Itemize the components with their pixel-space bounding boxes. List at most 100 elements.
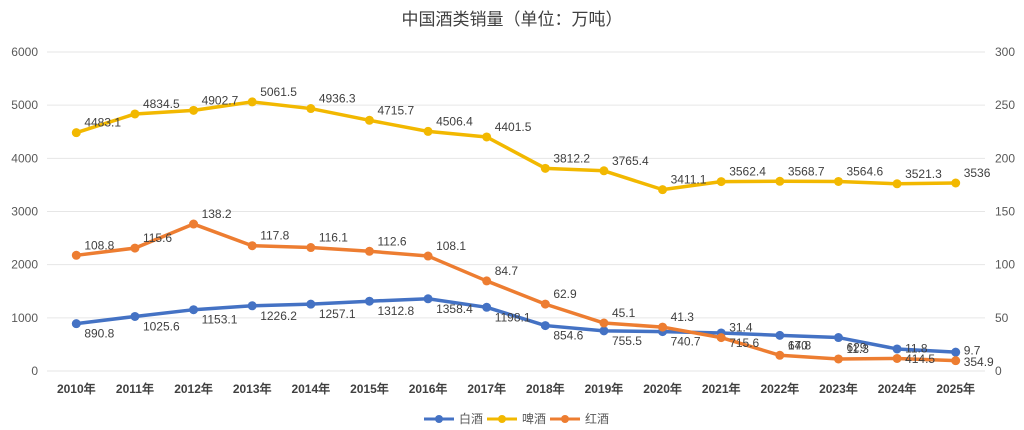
- data-label: 1312.8: [377, 304, 414, 318]
- data-point: [716, 333, 726, 343]
- y-tick-label: 5000: [11, 98, 38, 112]
- data-label: 3562.4: [729, 165, 766, 179]
- data-label: 117.8: [260, 229, 289, 243]
- data-labels: 890.8 1025.6 1153.1 1226.2 1257.1 1312.8 1358.…: [84, 85, 994, 369]
- x-tick-label: 2025年: [936, 381, 975, 396]
- y-tick-label: 6000: [11, 45, 38, 59]
- data-point: [599, 326, 609, 336]
- data-point: [71, 250, 81, 260]
- data-label: 115.6: [143, 231, 172, 245]
- y-tick-label: 3000: [11, 205, 38, 219]
- data-label: 3564.6: [846, 164, 883, 178]
- data-label: 138.2: [202, 207, 232, 221]
- x-tick-label: 2019年: [585, 381, 624, 396]
- x-tick-label: 2023年: [819, 381, 858, 396]
- data-label: 11.3: [846, 342, 869, 356]
- x-tick-label: 2011年: [116, 381, 154, 396]
- data-point: [540, 163, 550, 173]
- data-label: 740.7: [671, 335, 701, 349]
- data-label: 715.6: [729, 336, 759, 350]
- data-label: 1226.2: [260, 309, 297, 323]
- series-baijiu: [71, 294, 961, 357]
- data-point: [892, 344, 902, 354]
- data-label: 4715.7: [377, 103, 414, 117]
- legend-marker-icon: [498, 415, 506, 423]
- data-point: [482, 276, 492, 286]
- y-axis-primary: 0 1000 2000 3000 4000 5000 6000: [11, 45, 38, 378]
- legend-marker-icon: [435, 415, 443, 423]
- data-point: [423, 126, 433, 136]
- data-label: 62.9: [553, 287, 577, 301]
- y-axis-secondary: 0 50 100 150 200 250 300: [995, 45, 1015, 378]
- y2-tick-label: 200: [995, 151, 1015, 165]
- data-point: [306, 243, 316, 253]
- legend-item: 红酒: [550, 411, 609, 426]
- data-point: [951, 356, 961, 366]
- y-tick-label: 1000: [11, 311, 38, 325]
- gridlines: [47, 51, 985, 372]
- data-point: [540, 321, 550, 331]
- series-layer: [71, 97, 961, 366]
- y2-tick-label: 150: [995, 205, 1015, 219]
- x-axis: 2010年 2011年 2012年 2013年 2014年 2015年 2016年 2017年…: [57, 381, 975, 396]
- data-point: [423, 251, 433, 261]
- data-label: 14.8: [788, 338, 812, 352]
- data-label: 1025.6: [143, 319, 180, 333]
- x-tick-label: 2013年: [233, 381, 272, 396]
- data-point: [540, 299, 550, 309]
- data-label: 108.1: [436, 239, 466, 253]
- data-label: 1257.1: [319, 307, 356, 321]
- data-point: [833, 176, 843, 186]
- legend-item: 白酒: [424, 411, 483, 426]
- chart-title: 中国酒类销量（单位：万吨）: [402, 10, 623, 30]
- data-point: [130, 311, 140, 321]
- data-label: 3411.1: [671, 173, 707, 187]
- data-point: [658, 322, 668, 332]
- data-label: 11.8: [905, 341, 928, 355]
- data-label: 5061.5: [260, 85, 297, 99]
- data-point: [775, 176, 785, 186]
- data-label: 354.9: [964, 355, 994, 369]
- data-point: [306, 104, 316, 114]
- data-label: 84.7: [495, 264, 519, 278]
- data-point: [364, 115, 374, 125]
- data-label: 4483.1: [84, 116, 121, 130]
- data-label: 4834.5: [143, 97, 180, 111]
- data-label: 3521.3: [905, 167, 942, 181]
- data-point: [775, 350, 785, 360]
- data-point: [364, 246, 374, 256]
- y2-tick-label: 300: [995, 45, 1015, 59]
- data-label: 45.1: [612, 306, 636, 320]
- data-label: 116.1: [319, 231, 348, 245]
- legend-item: 啤酒: [487, 411, 546, 426]
- data-point: [189, 305, 199, 315]
- data-label: 3765.4: [612, 154, 649, 168]
- legend-label: 白酒: [459, 411, 483, 426]
- data-point: [247, 97, 257, 107]
- data-point: [658, 185, 668, 195]
- data-point: [833, 333, 843, 343]
- data-label: 4401.5: [495, 120, 532, 134]
- series-wine: [71, 219, 961, 366]
- legend: 白酒 啤酒 红酒: [424, 411, 609, 426]
- x-tick-label: 2022年: [760, 381, 799, 396]
- data-label: 3812.2: [553, 151, 590, 165]
- data-label: 629: [846, 341, 866, 355]
- data-point: [247, 301, 257, 311]
- data-point: [130, 109, 140, 119]
- data-point: [775, 330, 785, 340]
- data-label: 755.5: [612, 334, 642, 348]
- series-line: [74, 222, 958, 363]
- data-point: [951, 347, 961, 357]
- data-point: [482, 132, 492, 142]
- data-point: [482, 302, 492, 312]
- x-tick-label: 2015年: [350, 381, 389, 396]
- data-label: 4506.4: [436, 114, 473, 128]
- x-tick-label: 2018年: [526, 381, 565, 396]
- data-label: 112.6: [377, 234, 406, 248]
- x-tick-label: 2017年: [467, 381, 506, 396]
- series-line: [74, 297, 958, 354]
- data-point: [599, 166, 609, 176]
- y2-tick-label: 0: [995, 364, 1002, 378]
